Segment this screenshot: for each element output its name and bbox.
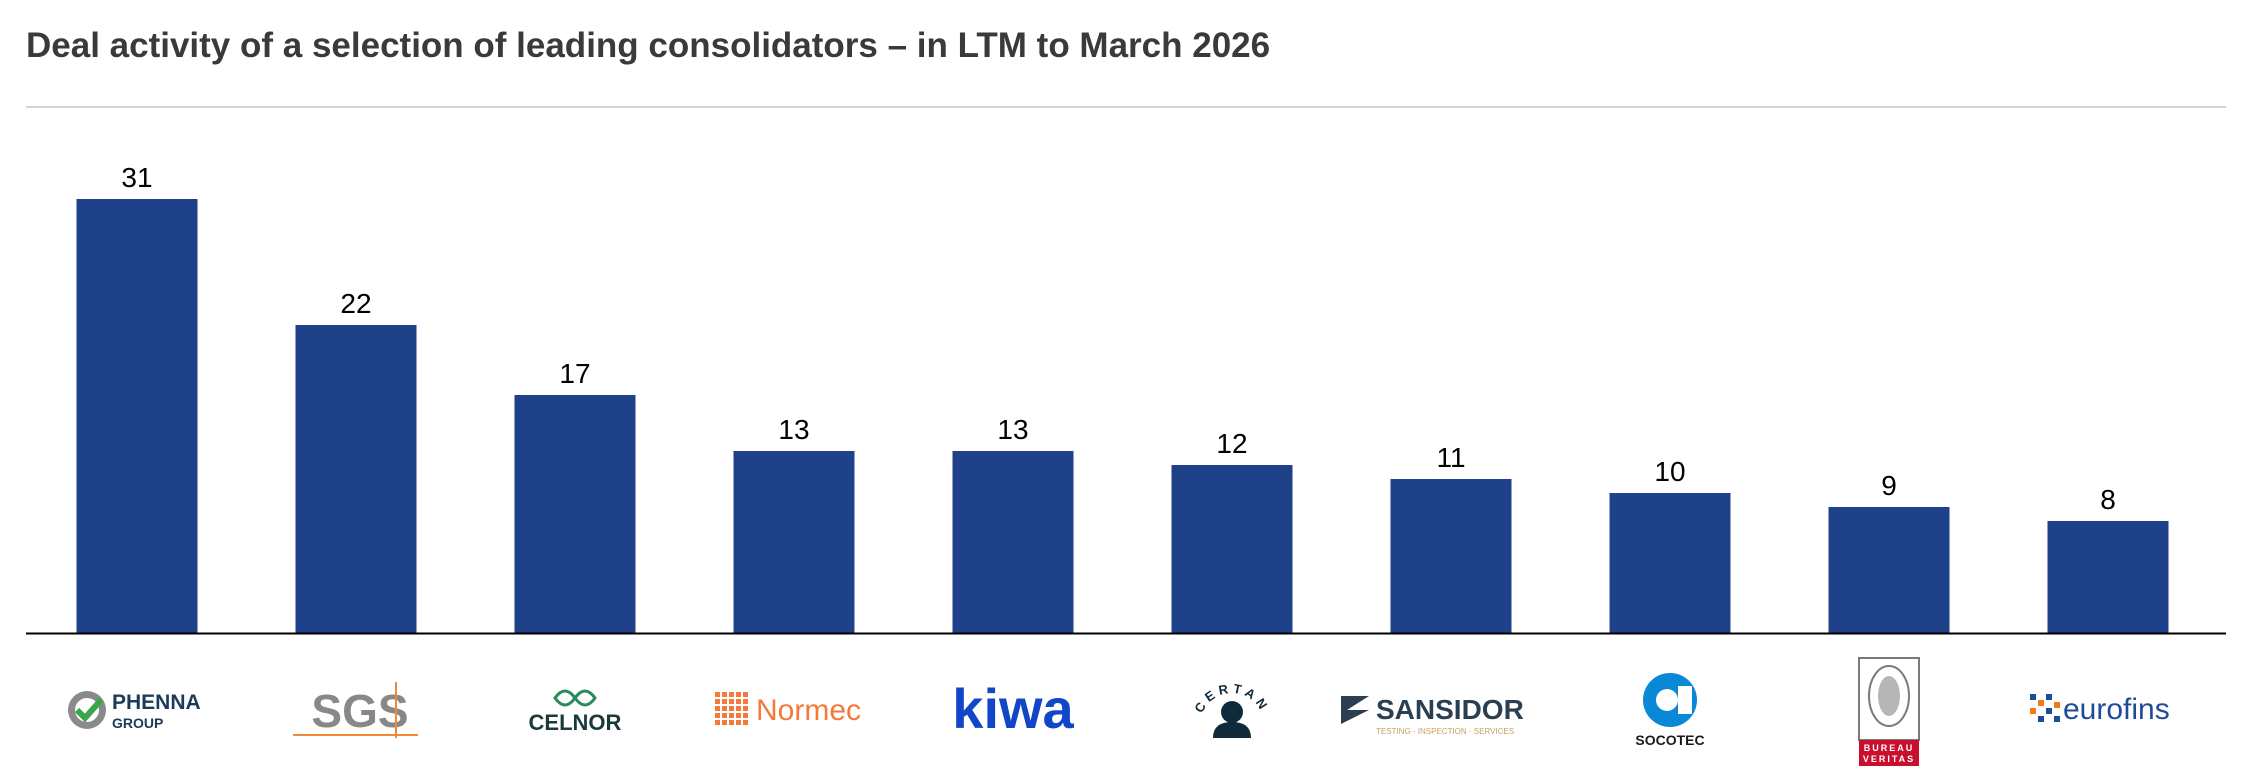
data-label-5: 13 (997, 414, 1028, 445)
socotec-logo: SOCOTEC (1635, 673, 1705, 748)
bar-3 (514, 395, 636, 633)
bar-5 (952, 451, 1074, 633)
sansidor-logo: SANSIDOR TESTING · INSPECTION · SERVICES (1341, 694, 1524, 736)
svg-text:kiwa: kiwa (952, 677, 1074, 740)
svg-text:CELNOR: CELNOR (529, 710, 622, 735)
grid-squares-icon (715, 692, 748, 725)
seal-icon (1858, 657, 1920, 741)
knot-icon (553, 689, 597, 707)
svg-text:VERITAS: VERITAS (1863, 754, 1915, 764)
bar-8 (1609, 493, 1731, 633)
data-label-1: 31 (121, 162, 152, 193)
data-label-2: 22 (340, 288, 371, 319)
s-shield-icon (1341, 696, 1369, 724)
normec-logo: Normec (715, 692, 861, 727)
data-label-4: 13 (778, 414, 809, 445)
data-label-3: 17 (559, 358, 590, 389)
dots-icon (2030, 694, 2060, 722)
data-label-8: 10 (1654, 456, 1685, 487)
chart-title: Deal activity of a selection of leading … (26, 26, 1271, 65)
bar-6 (1171, 465, 1293, 633)
kiwa-logo: kiwa (952, 677, 1074, 740)
svg-text:Normec: Normec (756, 694, 861, 727)
svg-text:eurofins: eurofins (2063, 693, 2170, 726)
bar-7 (1390, 479, 1512, 633)
data-label-7: 11 (1436, 442, 1465, 473)
bar-9 (1828, 507, 1950, 633)
bar-2 (295, 325, 417, 633)
svg-text:TESTING · INSPECTION · SERVICE: TESTING · INSPECTION · SERVICES (1376, 727, 1514, 736)
bar-4 (733, 451, 855, 633)
bar-1 (76, 199, 198, 633)
sgs-logo: SGS (293, 682, 418, 738)
svg-text:BUREAU: BUREAU (1864, 743, 1915, 753)
svg-text:SOCOTEC: SOCOTEC (1635, 732, 1704, 748)
check-badge-icon (68, 691, 106, 729)
data-label-6: 12 (1216, 428, 1247, 459)
ring-icon (1643, 673, 1697, 727)
bar-10 (2047, 521, 2169, 633)
svg-text:SANSIDOR: SANSIDOR (1376, 694, 1524, 725)
eurofins-logo: eurofins (2030, 693, 2170, 726)
svg-text:SGS: SGS (311, 685, 408, 737)
title-divider (26, 106, 2226, 108)
data-label-10: 8 (2100, 484, 2116, 515)
celnor-logo: CELNOR (529, 689, 622, 735)
data-label-9: 9 (1881, 470, 1897, 501)
svg-text:PHENNA: PHENNA (112, 691, 201, 714)
person-icon (1213, 701, 1251, 738)
svg-text:GROUP: GROUP (112, 715, 163, 731)
